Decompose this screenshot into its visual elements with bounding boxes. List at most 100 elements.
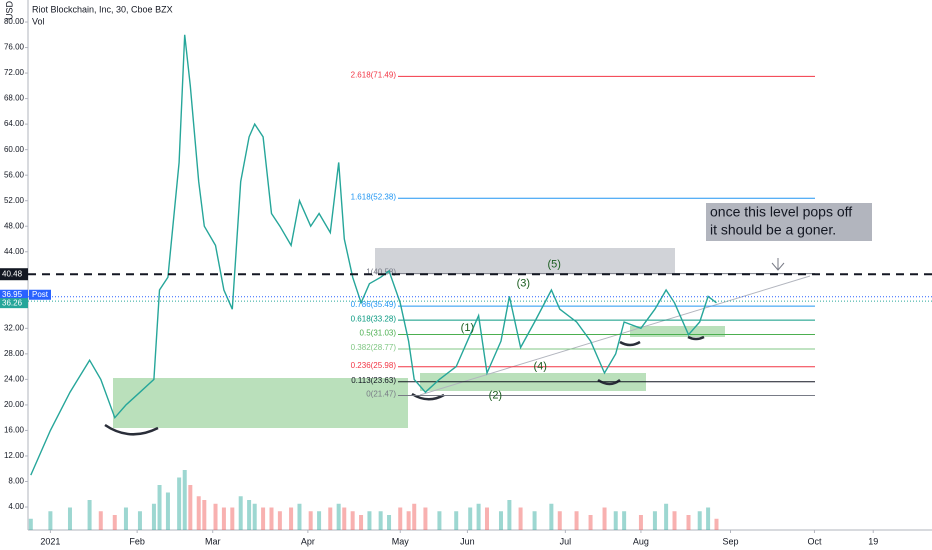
currency: USD — [4, 0, 14, 20]
volume-bar — [588, 515, 593, 530]
volume-label: Vol — [32, 16, 45, 26]
y-tick-label: 12.00 — [4, 451, 25, 460]
annotation: once this level pops off — [710, 204, 852, 220]
wave-label: (2) — [489, 389, 502, 401]
volume-bar — [177, 477, 182, 530]
volume-bar — [638, 515, 643, 530]
volume-bar — [342, 507, 347, 530]
y-tick-label: 44.00 — [4, 247, 25, 256]
volume-bar — [261, 507, 266, 530]
y-tick-label: 64.00 — [4, 119, 25, 128]
volume-bar — [532, 511, 537, 530]
volume-bar — [188, 485, 193, 530]
fib-label: 0.786(35.49) — [351, 300, 397, 309]
volume-bar — [202, 500, 207, 530]
y-tick-label: 72.00 — [4, 68, 25, 77]
volume-bar — [672, 511, 677, 530]
x-tick-label: Feb — [129, 536, 145, 546]
price-tag-label: 40.48 — [2, 269, 23, 278]
bottom-arc — [687, 335, 705, 341]
y-tick-label: 60.00 — [4, 145, 25, 154]
volume-bar — [484, 507, 489, 530]
volume-bar — [350, 511, 355, 530]
bottom-arc — [597, 378, 621, 386]
volume-bar — [423, 507, 428, 530]
fib-label: 0.113(23.63) — [351, 376, 396, 385]
y-tick-label: 8.00 — [8, 477, 24, 486]
wave-label: (3) — [517, 278, 530, 290]
volume-bar — [182, 470, 187, 530]
volume-bar — [98, 511, 103, 530]
y-tick-label: 4.00 — [8, 502, 24, 511]
volume-bar — [378, 511, 383, 530]
x-tick-label: Jul — [560, 536, 572, 546]
volume-bar — [412, 503, 417, 530]
volume-bar — [706, 507, 711, 530]
post-label: Post — [32, 290, 49, 299]
volume-bar — [48, 511, 53, 530]
y-tick-label: 48.00 — [4, 221, 25, 230]
y-tick-label: 16.00 — [4, 426, 25, 435]
price-tag — [0, 268, 28, 281]
trend-line — [419, 275, 811, 396]
volume-bar — [686, 515, 691, 530]
fib-label: 2.618(71.49) — [351, 70, 397, 79]
volume-bar — [549, 503, 554, 530]
bottom-arc — [104, 423, 159, 436]
volume-bar — [498, 511, 503, 530]
resistance-zone — [375, 248, 675, 274]
volume-bar — [664, 503, 669, 530]
volume-bar — [238, 496, 243, 530]
volume-bar — [602, 507, 607, 530]
volume-bar — [507, 500, 512, 530]
wave-label: (5) — [547, 258, 560, 270]
price-tag — [0, 289, 28, 300]
volume-bar — [213, 503, 218, 530]
volume-bar — [398, 507, 403, 530]
volume-bar — [269, 507, 274, 530]
volume-bar — [557, 511, 562, 530]
y-tick-label: 24.00 — [4, 375, 25, 384]
volume-bar — [247, 500, 252, 530]
volume-bar — [157, 485, 162, 530]
volume-bar — [123, 507, 128, 530]
volume-bar — [454, 511, 459, 530]
volume-bar — [221, 507, 226, 530]
fib-label: 1.618(52.38) — [351, 192, 397, 201]
volume-bar — [336, 503, 341, 530]
volume-bar — [328, 507, 333, 530]
volume-bar — [165, 492, 170, 530]
y-tick-label: 28.00 — [4, 349, 25, 358]
x-tick-label: 2021 — [40, 536, 60, 546]
annotation-box — [706, 203, 872, 241]
wave-label: (4) — [533, 361, 546, 373]
volume-bar — [652, 511, 657, 530]
volume-bar — [308, 511, 313, 530]
y-tick-label: 32.00 — [4, 323, 25, 332]
volume-bar — [476, 503, 481, 530]
y-tick-label: 56.00 — [4, 170, 25, 179]
volume-bar — [367, 511, 372, 530]
fib-label: 0.5(31.03) — [360, 329, 397, 338]
volume-bar — [230, 507, 235, 530]
wave-label: (1) — [461, 322, 474, 334]
volume-bar — [468, 507, 473, 530]
fib-label: 1(40.58) — [366, 268, 396, 277]
x-tick-label: Jun — [460, 536, 475, 546]
x-tick-label: Apr — [301, 536, 315, 546]
volume-bar — [437, 511, 442, 530]
y-tick-label: 76.00 — [4, 43, 25, 52]
fib-label: 0(21.47) — [366, 390, 396, 399]
volume-bar — [406, 511, 411, 530]
volume-bar — [518, 507, 523, 530]
annotation: it should be a goner. — [710, 222, 836, 238]
x-tick-label: Oct — [807, 536, 822, 546]
demand-zone — [630, 326, 725, 337]
volume-bar — [67, 507, 72, 530]
volume-bar — [697, 511, 702, 530]
volume-bar — [87, 500, 92, 530]
price-tag-label: 36.95 — [2, 290, 23, 299]
volume-bar — [137, 511, 142, 530]
